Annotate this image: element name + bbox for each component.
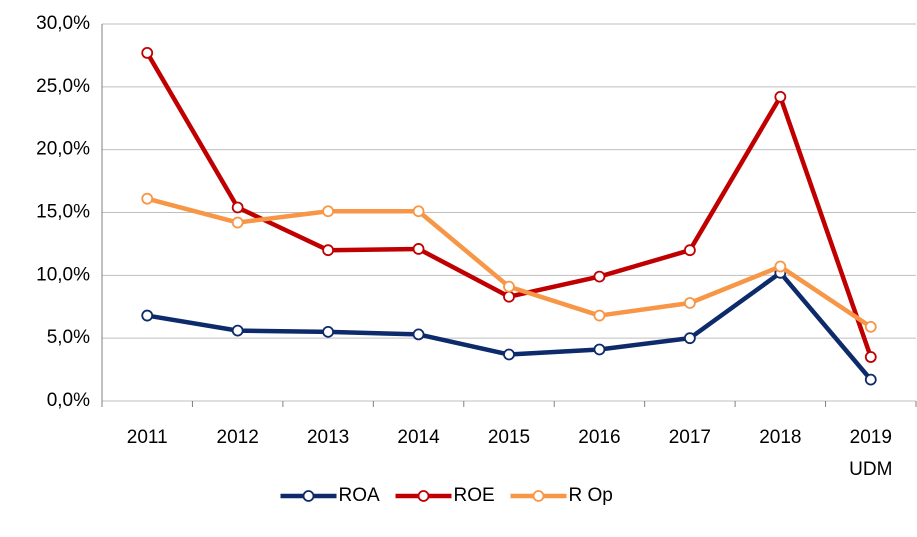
point — [503, 290, 515, 303]
x-tick-label: 2016 — [578, 427, 620, 448]
point — [141, 47, 154, 59]
point — [412, 243, 425, 255]
legend-label: ROE — [454, 485, 495, 506]
point — [503, 280, 515, 293]
x-tick-label: 2012 — [217, 427, 259, 448]
y-tick-label: 0,0% — [47, 390, 90, 411]
point — [322, 244, 335, 257]
point — [864, 351, 877, 363]
x-tick-label: 2018 — [759, 427, 801, 448]
legend-marker — [302, 490, 315, 502]
y-tick-label: 10,0% — [36, 264, 90, 285]
legend-marker — [417, 490, 430, 502]
legend-label: ROA — [339, 485, 381, 506]
point — [322, 205, 335, 218]
point — [683, 332, 696, 345]
point — [593, 309, 606, 322]
legend-label: R Op — [569, 485, 613, 506]
y-tick-label: 15,0% — [36, 202, 90, 223]
point — [683, 244, 696, 257]
y-tick-label: 25,0% — [36, 76, 90, 97]
point — [322, 325, 335, 338]
x-tick-label: 2013 — [307, 427, 349, 448]
legend-marker — [532, 490, 545, 502]
x-tick-label: 2019 UDM — [849, 427, 892, 480]
point — [231, 201, 244, 214]
point — [141, 192, 154, 205]
y-tick-label: 5,0% — [47, 327, 90, 348]
point — [593, 343, 606, 356]
point — [231, 324, 244, 337]
point — [141, 309, 154, 322]
point — [774, 90, 787, 103]
point — [593, 270, 606, 283]
x-tick-label: 2017 — [669, 427, 711, 448]
point — [683, 297, 696, 309]
x-tick-label: 2014 — [397, 427, 440, 448]
y-tick-label: 20,0% — [36, 139, 90, 160]
series-line — [145, 51, 873, 358]
point — [231, 216, 244, 229]
point — [864, 320, 877, 333]
point — [412, 205, 425, 218]
point — [412, 328, 425, 341]
point — [774, 260, 787, 273]
y-tick-label: 30,0% — [36, 13, 90, 34]
point — [503, 348, 515, 361]
x-tick-label: 2011 — [127, 427, 168, 448]
point — [864, 373, 877, 386]
x-tick-label: 2015 — [488, 427, 530, 448]
